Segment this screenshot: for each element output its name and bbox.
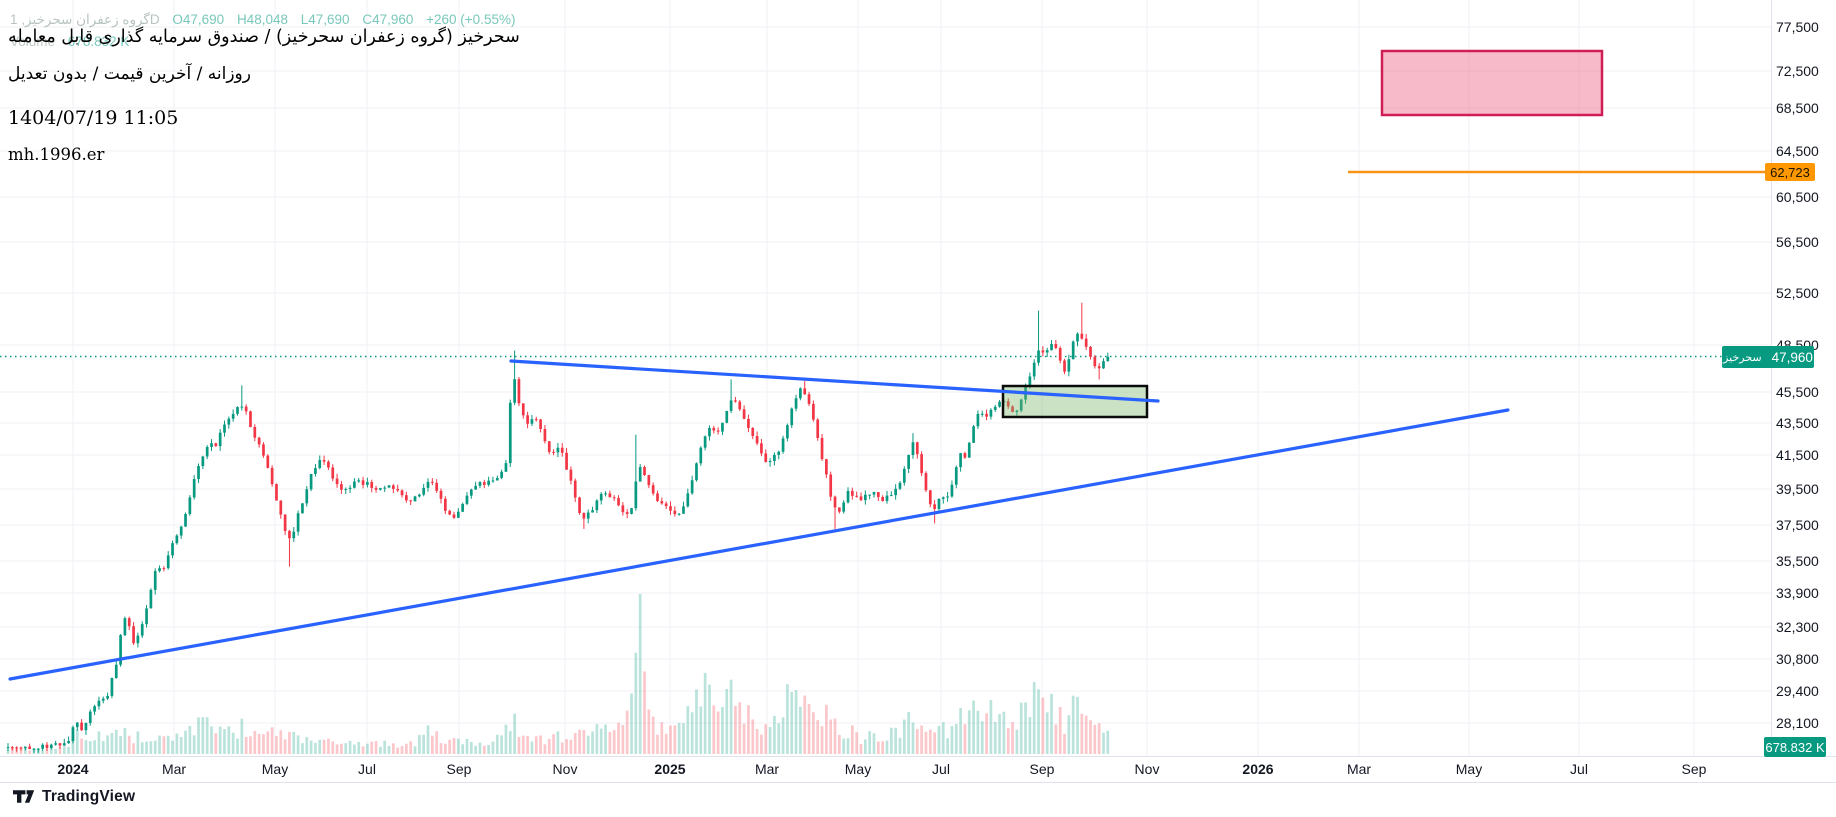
descending-resistance-trendline[interactable] xyxy=(509,359,1160,403)
price-axis-label: 35,500 xyxy=(1776,553,1819,569)
price-axis-label: 45,500 xyxy=(1776,384,1819,400)
time-axis-top-border xyxy=(0,756,1836,757)
price-axis-label: 28,100 xyxy=(1776,715,1819,731)
volume-layer xyxy=(6,593,1110,754)
ascending-support-trendline[interactable] xyxy=(8,408,1510,681)
price-axis-label: 68,500 xyxy=(1776,100,1819,116)
legend-change: +260 (+0.55%) xyxy=(426,12,516,27)
alert-price-label[interactable]: 62,723 xyxy=(1765,163,1815,181)
legend-high: H48,048 xyxy=(236,12,288,27)
price-axis-border xyxy=(1771,0,1772,756)
time-axis-label: Jul xyxy=(1570,761,1588,777)
tradingview-footer[interactable]: TradingView xyxy=(12,787,135,806)
candlestick-plot[interactable] xyxy=(0,0,1772,757)
volume-legend: Volume 678.832 K xyxy=(10,34,129,49)
time-axis-label: Sep xyxy=(1029,761,1055,777)
last-price-symbol: سحرخیز xyxy=(1723,351,1762,364)
price-axis-label: 30,800 xyxy=(1776,651,1819,667)
price-axis-label: 64,500 xyxy=(1776,143,1819,159)
volume-legend-value: 678.832 K xyxy=(67,34,130,49)
price-axis-label: 37,500 xyxy=(1776,517,1819,533)
demand-zone-box[interactable] xyxy=(1001,384,1149,419)
legend-symbol-name: گروه زعفران سحرخیز, 1D xyxy=(10,12,160,27)
price-axis-label: 39,500 xyxy=(1776,481,1819,497)
annotation-date: 1404/07/19 11:05 xyxy=(8,107,179,129)
price-axis-label: 33,900 xyxy=(1776,585,1819,601)
time-axis-label: 2025 xyxy=(654,761,686,777)
legend-low: L47,690 xyxy=(300,12,350,27)
time-axis-label: May xyxy=(261,761,289,777)
time-axis-label: Nov xyxy=(552,761,578,777)
annotation-watermark: mh.1996.er xyxy=(8,145,105,164)
time-axis-label: Mar xyxy=(754,761,780,777)
legend-close: C47,960 xyxy=(362,12,414,27)
legend-open: O47,690 xyxy=(172,12,225,27)
time-axis-label: May xyxy=(1455,761,1483,777)
annotation-title: سحرخیز (گروه زعفران سحرخیز) / صندوق سرما… xyxy=(8,27,520,47)
tradingview-logo-icon xyxy=(13,790,35,803)
supply-zone-box[interactable] xyxy=(1380,49,1604,117)
price-axis-label: 41,500 xyxy=(1776,447,1819,463)
time-axis[interactable]: 2024 Mar May Jul Sep Nov 2025 Mar May Jul Sep Nov 20… xyxy=(0,757,1836,782)
annotation-subtitle: روزانه / آخرین قیمت / بدون تعدیل xyxy=(8,64,251,84)
symbol-legend: گروه زعفران سحرخیز, 1D O47,690 H48,048 L… xyxy=(10,12,515,28)
price-axis-label: 52,500 xyxy=(1776,285,1819,301)
time-axis-label: Mar xyxy=(161,761,187,777)
time-axis-label: May xyxy=(844,761,872,777)
price-axis-label: 43,500 xyxy=(1776,415,1819,431)
time-axis-label: Jul xyxy=(358,761,376,777)
volume-value-label: 678.832 K xyxy=(1764,737,1826,757)
price-axis-label: 56,500 xyxy=(1776,234,1819,250)
time-axis-label: Sep xyxy=(1681,761,1707,777)
price-axis-label: 77,500 xyxy=(1776,19,1819,35)
last-price-label[interactable]: سحرخیز 47,960 xyxy=(1722,346,1814,368)
price-axis-label: 32,300 xyxy=(1776,619,1819,635)
time-axis-label: Jul xyxy=(932,761,950,777)
time-axis-label: Nov xyxy=(1134,761,1160,777)
tradingview-logo-text: TradingView xyxy=(42,787,136,805)
time-axis-label: Mar xyxy=(1346,761,1372,777)
grid-layer xyxy=(0,0,1771,757)
volume-legend-label: Volume xyxy=(10,34,56,49)
price-axis-label: 60,500 xyxy=(1776,189,1819,205)
time-axis-label: Sep xyxy=(446,761,472,777)
price-axis[interactable]: 77,500 72,500 68,500 64,500 60,500 56,500 52,5… xyxy=(1772,0,1836,757)
time-axis-label: 2024 xyxy=(57,761,89,777)
price-axis-label: 72,500 xyxy=(1776,63,1819,79)
time-axis-label: 2026 xyxy=(1242,761,1274,777)
candle-layer xyxy=(6,302,1110,753)
time-axis-bottom-border xyxy=(0,782,1836,783)
last-price-value: 47,960 xyxy=(1771,349,1813,365)
price-axis-label: 29,400 xyxy=(1776,683,1819,699)
